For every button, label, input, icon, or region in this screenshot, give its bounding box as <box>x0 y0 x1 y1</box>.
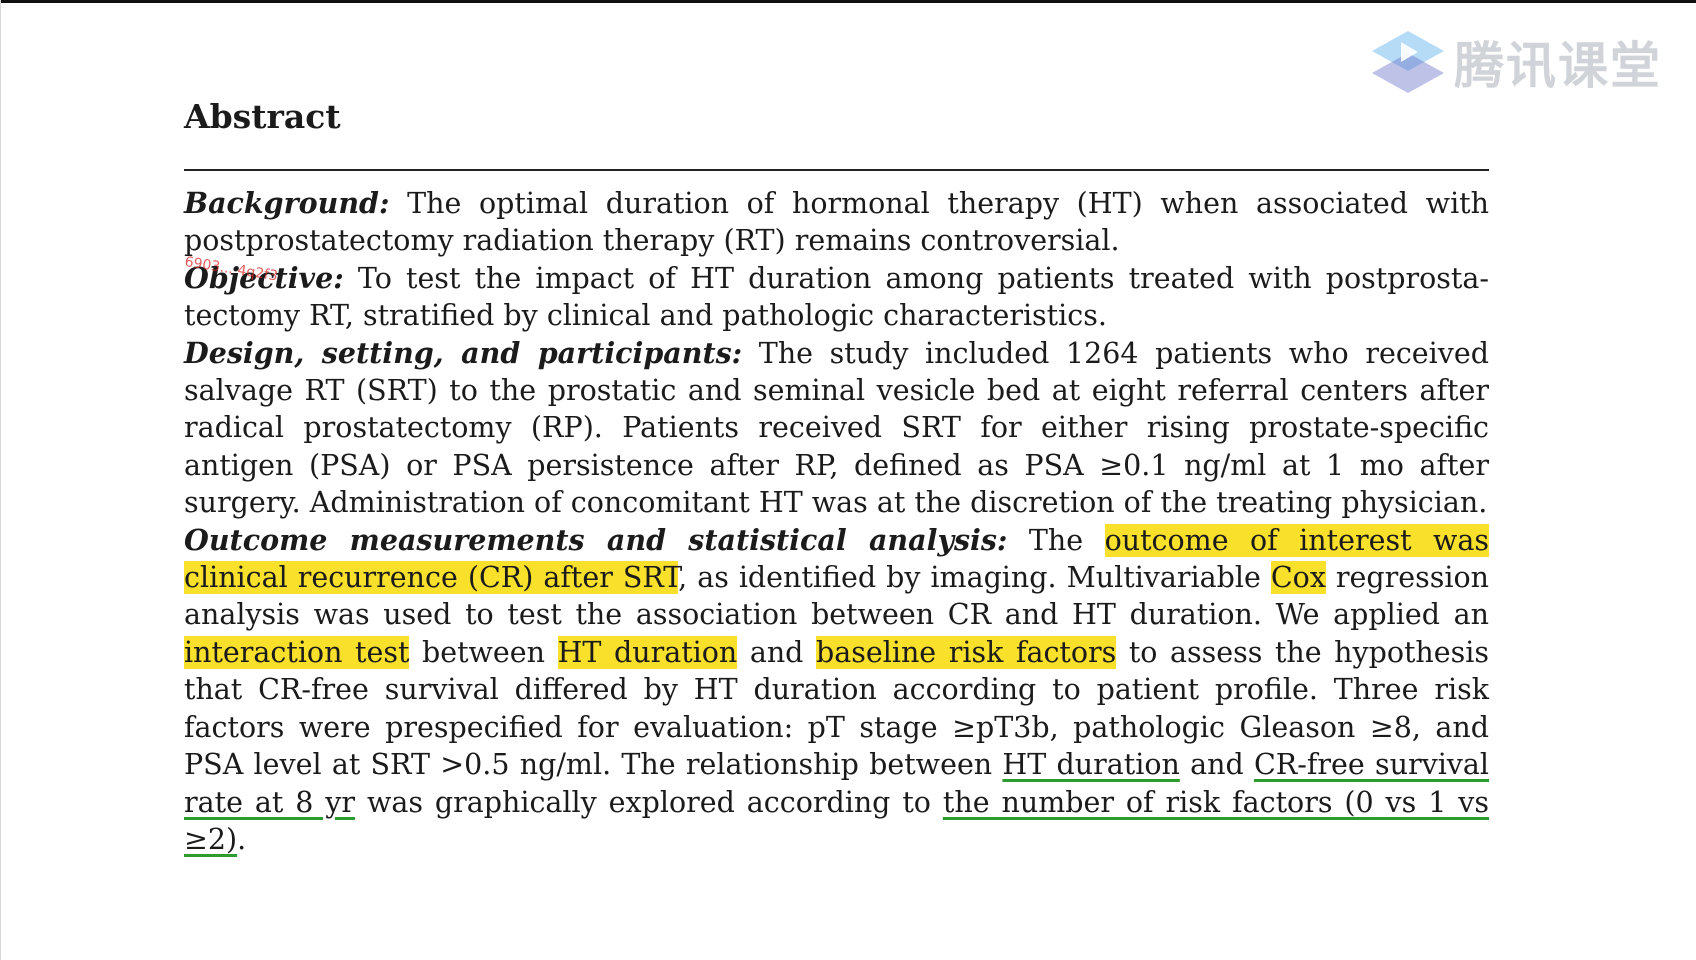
outcome-text-3: regression analysis was used to test the… <box>184 561 1490 632</box>
background-text: The optimal duration of hormonal therapy… <box>184 187 1489 258</box>
top-border <box>0 0 1696 3</box>
highlight-interaction-test: interaction test <box>184 635 410 669</box>
underline-cr-free-survival: CR-free survival rate at 8 yr <box>184 748 1490 819</box>
objective-text: To test the impact of HT duration among … <box>184 261 1489 333</box>
objective-paragraph: Objective: To test the impact of HT dura… <box>184 260 1489 335</box>
background-label: Background: <box>184 186 390 220</box>
outcome-text-8: was graphically explored according to <box>355 785 943 819</box>
tencent-classroom-watermark: 腾讯课堂 <box>1368 26 1662 98</box>
outcome-paragraph: Outcome measurements and statistical ana… <box>184 522 1489 859</box>
abstract-section: Abstract Background: The optimal duratio… <box>184 92 1489 858</box>
highlight-baseline-risk-factors: baseline risk factors <box>815 635 1117 669</box>
objective-label: Objective: <box>184 260 344 295</box>
design-label: Design, setting, and participants: <box>184 335 743 370</box>
title-rule <box>184 169 1489 171</box>
highlight-ht-duration: HT duration <box>557 635 738 669</box>
play-triangle-icon <box>1372 31 1444 93</box>
background-paragraph: Background: The optimal duration of horm… <box>184 185 1489 260</box>
outcome-text-9: . <box>237 822 247 856</box>
outcome-text-5: and <box>737 635 816 669</box>
underline-ht-duration: HT duration <box>1002 748 1180 782</box>
outcome-text-6: to assess the hypothesis that CR-free su… <box>184 635 1490 782</box>
design-paragraph: Design, setting, and participants: The s… <box>184 335 1489 522</box>
outcome-label: Outcome measurements and statistical ana… <box>184 522 1008 557</box>
highlight-cox: Cox <box>1270 561 1326 595</box>
left-border <box>0 0 1 960</box>
outcome-text-2: , as identified by imaging. Multivariabl… <box>678 561 1271 595</box>
underline-number-of-risk-factors: the number of risk factors (0 vs 1 vs ≥2… <box>184 785 1489 856</box>
outcome-text-4: between <box>409 635 558 669</box>
abstract-body: Background: The optimal duration of horm… <box>184 185 1489 858</box>
design-text: The study included 1264 patients who rec… <box>184 336 1489 520</box>
watermark-brand-text: 腾讯课堂 <box>1454 37 1662 95</box>
outcome-text-1: The <box>1007 523 1105 557</box>
section-title: Abstract <box>184 97 341 136</box>
outcome-text-7: and <box>1179 748 1254 782</box>
